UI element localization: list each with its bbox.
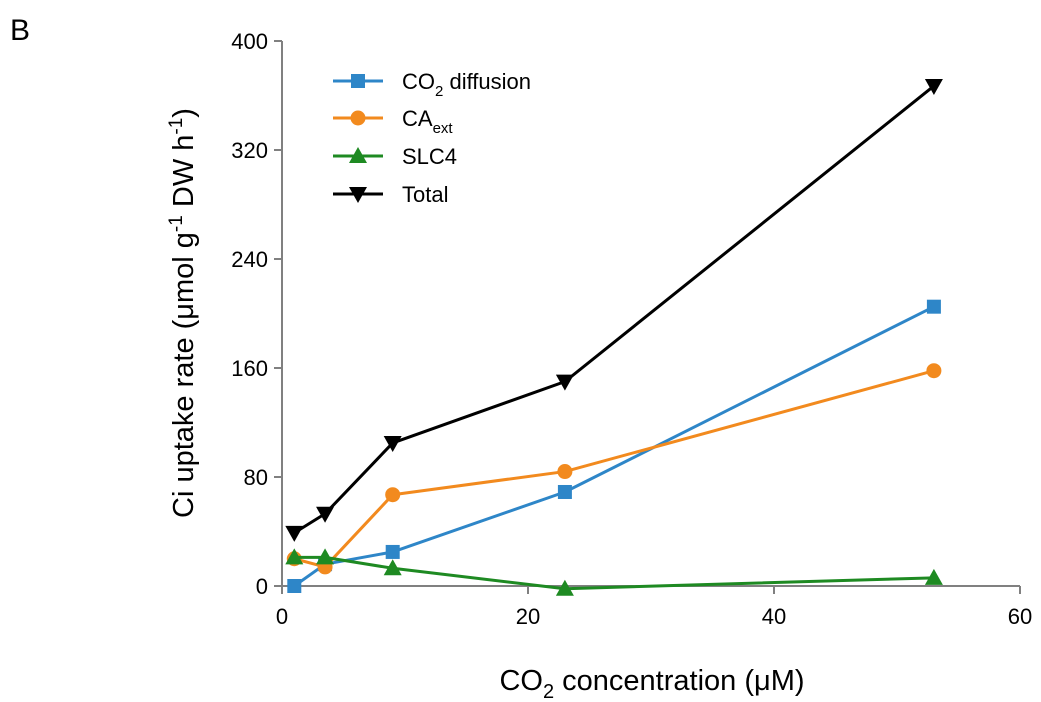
data-point-co2 (926, 299, 941, 314)
y-tick-label: 320 (231, 138, 268, 163)
legend-item-ca: CAext (333, 106, 453, 137)
data-point-co2 (385, 544, 400, 559)
data-point-ca (926, 363, 942, 379)
data-point-co2 (287, 579, 302, 593)
y-axis-title-mid: DW h (168, 135, 200, 216)
data-point-total (316, 506, 335, 523)
legend-label-name: SLC4 (402, 144, 457, 169)
y-axis-title-end: ) (168, 108, 200, 118)
legend-label-name: CO (402, 69, 435, 94)
data-point-slc4 (383, 559, 402, 576)
y-axis-title: Ci uptake rate (μmol g-1 DW h-1) (166, 108, 200, 518)
data-point-ca (557, 464, 573, 480)
legend-label-total: Total (402, 182, 448, 207)
legend-item-total: Total (333, 182, 448, 207)
data-point-slc4 (924, 568, 943, 585)
x-tick-label: 40 (762, 604, 786, 629)
x-ticks: 0 20 40 60 (276, 586, 1032, 629)
legend-item-co2: CO2 diffusion (333, 69, 531, 100)
x-axis-title-sub: 2 (543, 681, 554, 702)
x-tick-label: 20 (516, 604, 540, 629)
legend: CO2 diffusion CAext SLC4 Total (333, 69, 531, 207)
y-tick-label: 240 (231, 247, 268, 272)
legend-label-name: Total (402, 182, 448, 207)
data-point-co2 (557, 484, 572, 499)
data-point-slc4 (316, 548, 335, 565)
data-point-total (555, 374, 574, 391)
x-tick-label: 60 (1008, 604, 1032, 629)
data-point-ca (385, 487, 401, 503)
y-axis-title-main: Ci uptake rate (μmol g (168, 232, 200, 518)
legend-item-slc4: SLC4 (333, 144, 457, 169)
data-point-total (924, 78, 943, 95)
data-point-slc4 (555, 579, 574, 596)
legend-marker-total (349, 187, 367, 203)
data-point-total (383, 435, 402, 452)
legend-marker-co2 (351, 74, 365, 88)
x-axis-title-main: CO (499, 665, 543, 697)
y-ticks: 0 80 160 240 320 400 (231, 29, 282, 599)
legend-label-sub: 2 (435, 83, 443, 100)
x-tick-label: 0 (276, 604, 288, 629)
legend-label-name: CA (402, 106, 433, 131)
legend-label-co2: CO2 diffusion (402, 69, 531, 100)
x-axis-title-rest: concentration (μM) (554, 665, 804, 697)
legend-label-sub: ext (433, 120, 454, 137)
legend-marker-ca (350, 110, 366, 126)
data-point-slc4 (285, 548, 304, 565)
series-co2 (287, 299, 941, 593)
legend-label-slc4: SLC4 (402, 144, 457, 169)
y-tick-label: 400 (231, 29, 268, 54)
panel-label: B (10, 14, 30, 47)
data-point-total (285, 525, 304, 542)
series-group (285, 78, 943, 596)
series-total (285, 78, 943, 542)
legend-label-rest: diffusion (443, 69, 531, 94)
y-tick-label: 160 (231, 356, 268, 381)
y-tick-label: 0 (256, 574, 268, 599)
y-axis-title-sup2: -1 (166, 118, 187, 135)
series-slc4 (285, 548, 943, 596)
legend-label-ca: CAext (402, 106, 453, 137)
y-tick-label: 80 (244, 465, 268, 490)
y-axis-title-sup: -1 (166, 215, 187, 232)
x-axis-title: CO2 concentration (μM) (499, 665, 804, 702)
legend-marker-slc4 (349, 147, 367, 163)
